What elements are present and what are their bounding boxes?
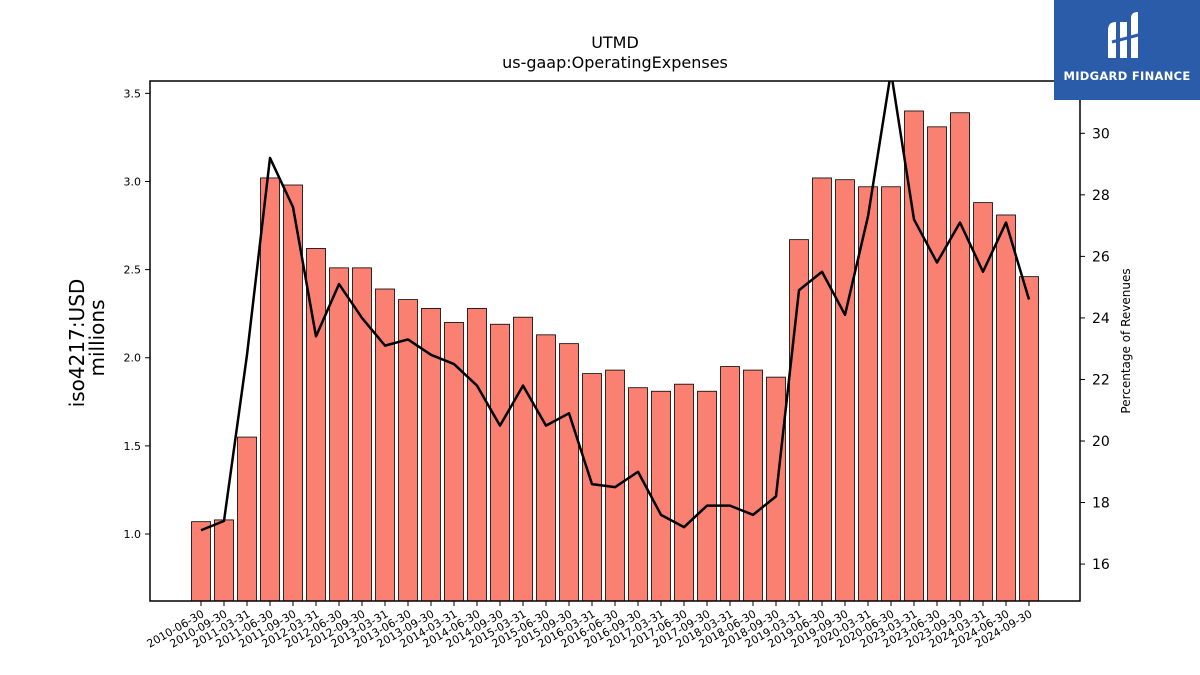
y2-tick-label: 26	[1092, 249, 1110, 265]
bar	[927, 126, 947, 602]
bar	[720, 366, 740, 602]
bar	[743, 369, 763, 602]
bar	[812, 177, 832, 602]
bar	[628, 387, 648, 602]
bar	[513, 316, 533, 602]
y2-tick-label: 30	[1092, 126, 1110, 142]
line-group	[200, 81, 1031, 532]
bar	[490, 323, 510, 602]
y-tick-label: 1.0	[124, 528, 142, 541]
bar	[237, 436, 257, 602]
bar	[1019, 276, 1039, 602]
bar	[835, 179, 855, 602]
brand-logo: MIDGARD FINANCE	[1054, 0, 1200, 100]
bar	[559, 343, 579, 602]
bar	[697, 390, 717, 602]
bar	[536, 334, 556, 602]
bar	[674, 383, 694, 602]
bar	[996, 214, 1016, 602]
logo-mark-icon	[1108, 12, 1143, 58]
bar	[421, 307, 441, 602]
y-axis-label-line1: iso4217:USD	[65, 279, 89, 408]
bar	[651, 390, 671, 602]
plot-frame	[149, 80, 1081, 602]
bar	[260, 177, 280, 602]
bar	[973, 202, 993, 602]
y-ticks: 1.0 1.5 2.0 2.5 3.0 3.5	[124, 87, 150, 541]
bar	[467, 307, 487, 602]
percentage-line	[200, 81, 1031, 532]
bar	[881, 186, 901, 602]
logo-text: MIDGARD FINANCE	[1063, 69, 1191, 83]
bar	[191, 521, 211, 602]
y2-tick-label: 22	[1092, 372, 1110, 388]
y-axis-label-line2: millions	[85, 299, 109, 376]
y-tick-label: 3.5	[124, 87, 142, 100]
y2-ticks: 16 18 20 22 24 26 28 30	[1080, 126, 1110, 573]
bar	[329, 267, 349, 602]
bar	[582, 373, 602, 602]
bars-group	[191, 110, 1039, 602]
y2-tick-label: 18	[1092, 496, 1110, 512]
y2-axis-label: Percentage of Revenues	[1119, 268, 1133, 413]
y-tick-label: 1.5	[124, 440, 142, 453]
x-ticks: 2010-06-302010-09-302011-03-312011-06-30…	[145, 601, 1035, 651]
chart-subtitle: us-gaap:OperatingExpenses	[502, 53, 728, 72]
y-tick-label: 2.5	[124, 264, 142, 277]
y-tick-label: 3.0	[124, 175, 142, 188]
y-tick-label: 2.0	[124, 352, 142, 365]
y2-tick-label: 20	[1092, 434, 1110, 450]
y2-tick-label: 24	[1092, 311, 1110, 327]
y2-tick-label: 16	[1092, 557, 1110, 573]
y2-tick-label: 28	[1092, 188, 1110, 204]
chart-title: UTMD	[591, 33, 639, 52]
bar	[950, 112, 970, 602]
bar	[214, 519, 234, 602]
